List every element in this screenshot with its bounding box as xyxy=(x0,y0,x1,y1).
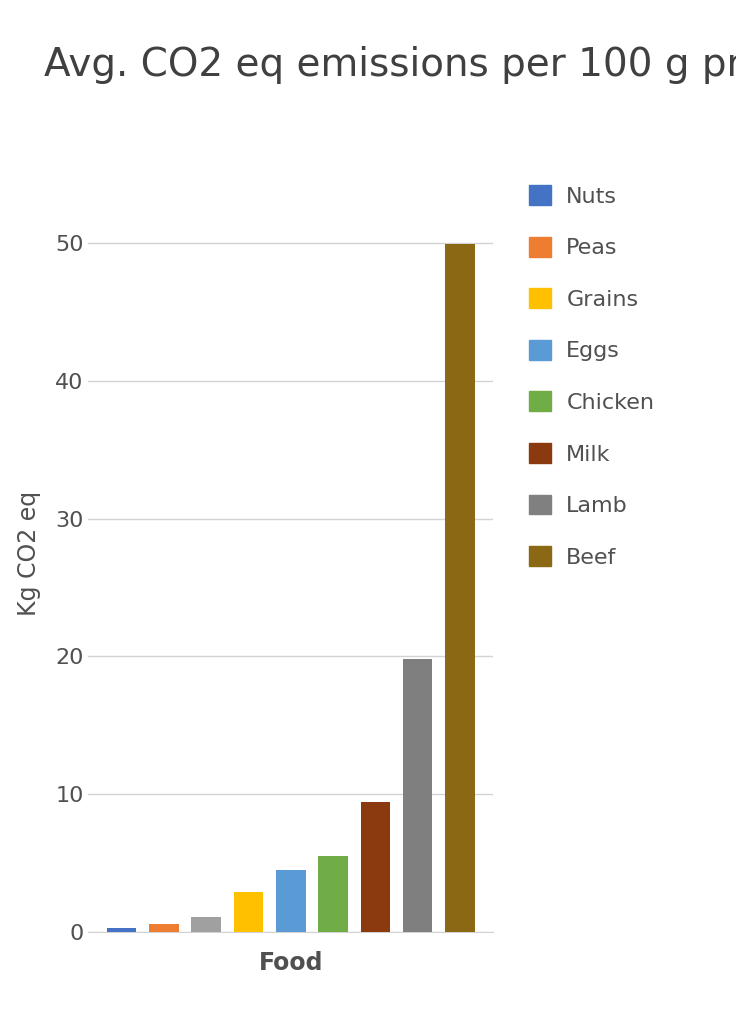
Bar xyxy=(191,916,221,932)
Bar xyxy=(149,925,179,932)
X-axis label: Food: Food xyxy=(258,951,323,975)
Text: Avg. CO2 eq emissions per 100 g protein: Avg. CO2 eq emissions per 100 g protein xyxy=(44,46,736,84)
Bar xyxy=(403,659,433,932)
Bar xyxy=(318,856,348,932)
Bar xyxy=(445,245,475,932)
Bar xyxy=(276,869,305,932)
Bar xyxy=(361,803,390,932)
Bar xyxy=(233,892,263,932)
Legend: Nuts, Peas, Grains, Eggs, Chicken, Milk, Lamb, Beef: Nuts, Peas, Grains, Eggs, Chicken, Milk,… xyxy=(528,185,654,567)
Y-axis label: Kg CO2 eq: Kg CO2 eq xyxy=(17,490,41,615)
Bar xyxy=(107,929,136,932)
